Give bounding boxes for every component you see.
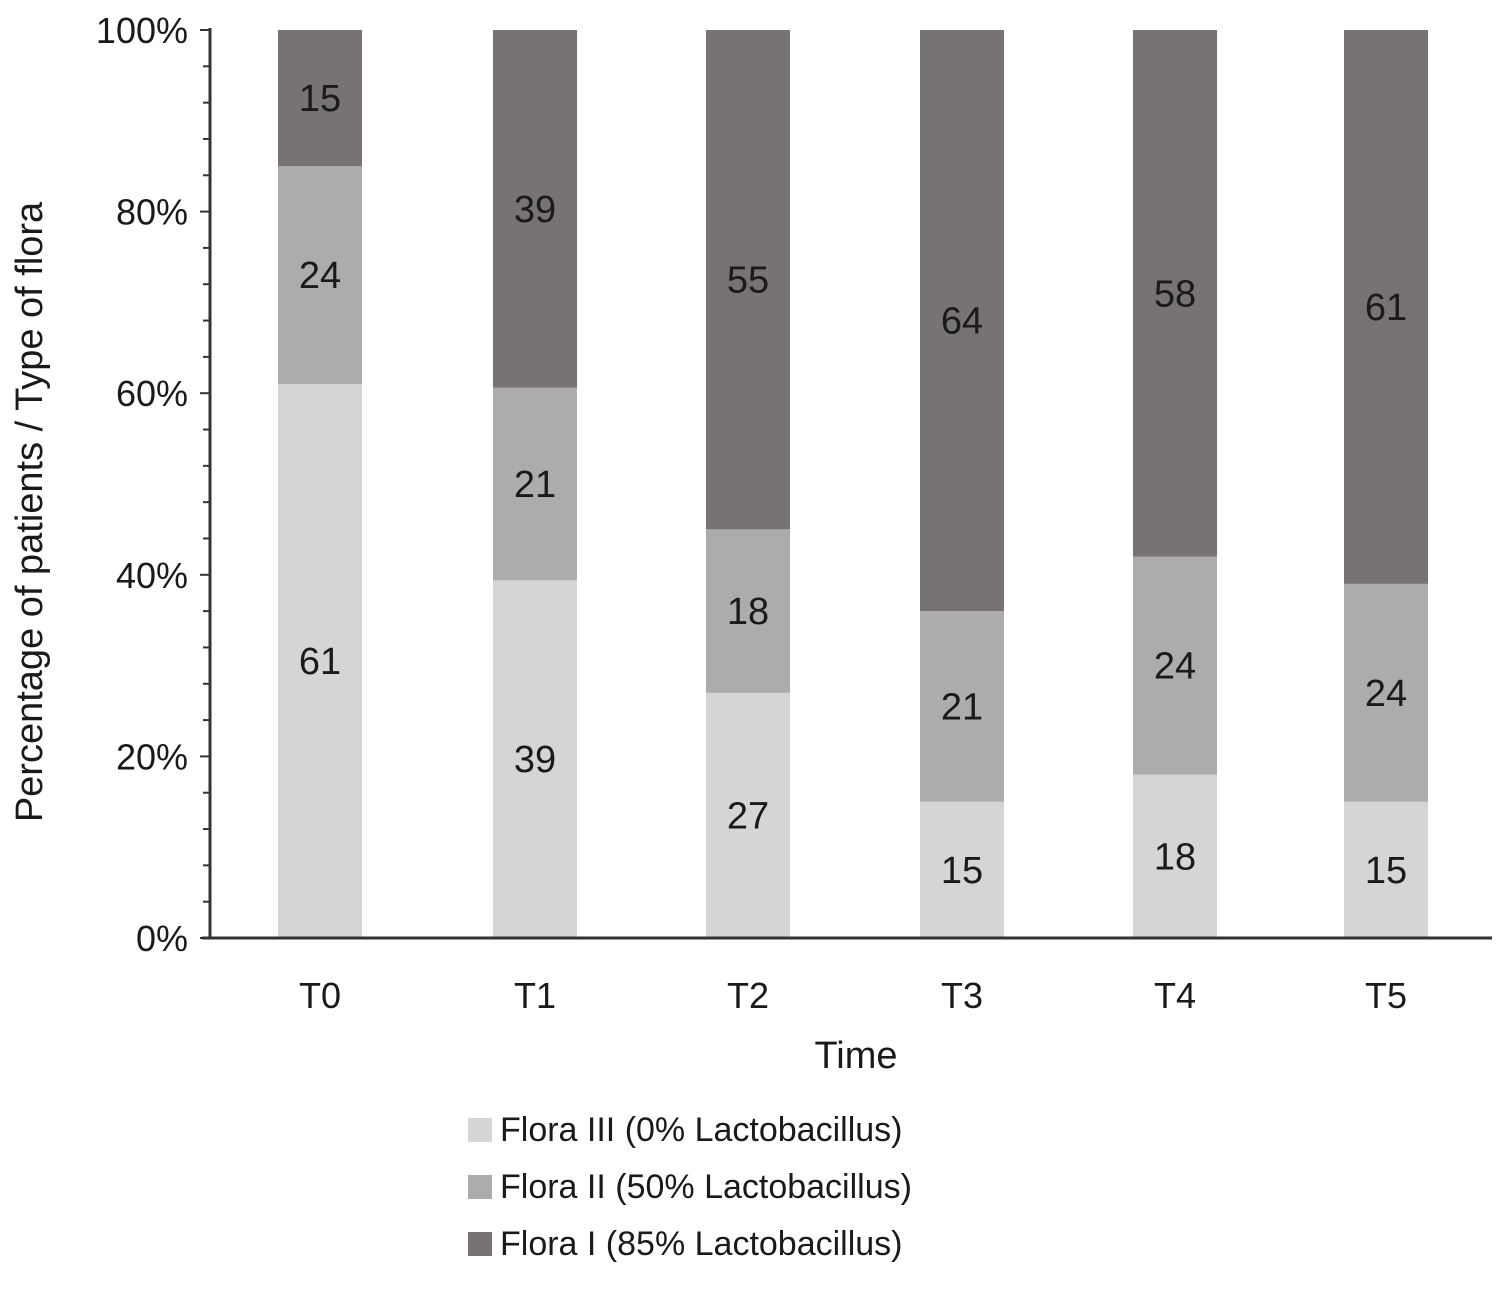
data-label-t2-series-0: 27 xyxy=(727,795,769,837)
x-tick-label-t4: T4 xyxy=(1154,975,1196,1016)
y-tick-label: 100% xyxy=(96,10,188,51)
bar-segment-t1-series-2 xyxy=(493,30,577,388)
x-axis-title: Time xyxy=(814,1035,897,1077)
data-label-t5-series-1: 24 xyxy=(1365,673,1407,715)
data-label-t3-series-2: 64 xyxy=(941,301,983,343)
legend-label-2: Flora I (85% Lactobacillus) xyxy=(500,1225,903,1263)
data-label-t5-series-0: 15 xyxy=(1365,850,1407,892)
x-tick-label-t5: T5 xyxy=(1365,975,1407,1016)
bar-segment-t3-series-1 xyxy=(920,611,1004,802)
y-tick-label: 40% xyxy=(116,555,188,596)
data-label-t1-series-1: 21 xyxy=(514,464,556,506)
data-label-t2-series-2: 55 xyxy=(727,260,769,302)
bar-segment-t3-series-0 xyxy=(920,801,1004,938)
y-tick-label: 0% xyxy=(136,918,188,959)
data-label-t0-series-0: 61 xyxy=(299,641,341,683)
data-label-t5-series-2: 61 xyxy=(1365,287,1407,329)
bar-segment-t2-series-1 xyxy=(706,529,790,693)
data-label-t4-series-1: 24 xyxy=(1154,646,1196,688)
legend-swatch-2 xyxy=(468,1232,492,1256)
bar-segment-t0-series-1 xyxy=(278,166,362,385)
bar-segment-t2-series-0 xyxy=(706,692,790,938)
data-label-t4-series-0: 18 xyxy=(1154,836,1196,878)
bar-segment-t3-series-2 xyxy=(920,30,1004,612)
data-label-t1-series-0: 39 xyxy=(514,739,556,781)
bar-segment-t2-series-2 xyxy=(706,30,790,530)
bar-segment-t4-series-2 xyxy=(1133,30,1217,557)
bar-segment-t5-series-0 xyxy=(1344,801,1428,938)
data-label-t1-series-2: 39 xyxy=(514,189,556,231)
y-axis-title: Percentage of patients / Type of flora xyxy=(9,201,51,822)
y-tick-label: 60% xyxy=(116,373,188,414)
data-label-t0-series-2: 15 xyxy=(299,78,341,120)
bar-segment-t0-series-2 xyxy=(278,30,362,167)
data-label-t3-series-0: 15 xyxy=(941,850,983,892)
data-labels-layer: 61 24 15 39 21 39 27 18 55 15 21 64 18 24 58 15 24 61 xyxy=(299,78,1407,892)
y-tick-label: 20% xyxy=(116,736,188,777)
data-label-t2-series-1: 18 xyxy=(727,591,769,633)
bar-segment-t5-series-1 xyxy=(1344,583,1428,802)
legend-swatch-0 xyxy=(468,1118,492,1142)
bars-layer xyxy=(278,30,1428,938)
data-label-t4-series-2: 58 xyxy=(1154,273,1196,315)
bar-segment-t1-series-1 xyxy=(493,387,577,581)
data-label-t3-series-1: 21 xyxy=(941,686,983,728)
axes-layer: 0% 20% 40% 60% 80% 100% T0 T1 T2 T3 T4 T5 xyxy=(96,10,1492,1016)
bar-segment-t4-series-1 xyxy=(1133,556,1217,775)
legend-label-0: Flora III (0% Lactobacillus) xyxy=(500,1111,903,1149)
bar-segment-t0-series-0 xyxy=(278,384,362,938)
x-tick-label-t1: T1 xyxy=(514,975,556,1016)
legend-swatch-1 xyxy=(468,1175,492,1199)
y-tick-label: 80% xyxy=(116,192,188,233)
bar-segment-t5-series-2 xyxy=(1344,30,1428,584)
bar-segment-t4-series-0 xyxy=(1133,774,1217,938)
data-label-t0-series-1: 24 xyxy=(299,255,341,297)
x-tick-label-t0: T0 xyxy=(299,975,341,1016)
legend-label-1: Flora II (50% Lactobacillus) xyxy=(500,1168,912,1206)
bar-segment-t1-series-0 xyxy=(493,580,577,938)
x-tick-label-t3: T3 xyxy=(941,975,983,1016)
legend: Flora III (0% Lactobacillus) Flora II (50… xyxy=(468,1111,912,1263)
x-tick-label-t2: T2 xyxy=(727,975,769,1016)
